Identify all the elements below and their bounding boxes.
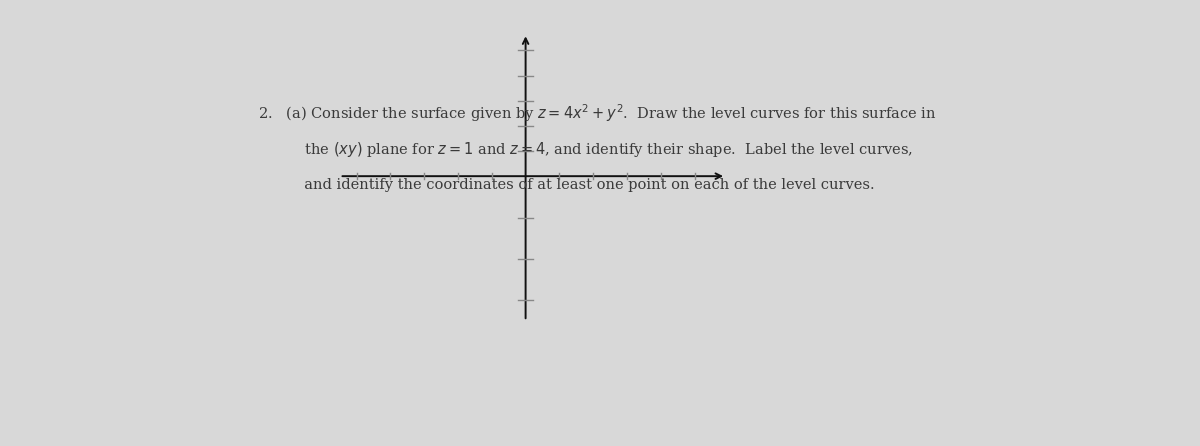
Text: and identify the coordinates of at least one point on each of the level curves.: and identify the coordinates of at least… [258, 178, 875, 192]
Text: the $(xy)$ plane for $z = 1$ and $z = 4$, and identify their shape.  Label the l: the $(xy)$ plane for $z = 1$ and $z = 4$… [258, 140, 913, 160]
Text: 2.   (a) Consider the surface given by $z = 4x^2 + y^2$.  Draw the level curves : 2. (a) Consider the surface given by $z … [258, 103, 937, 124]
